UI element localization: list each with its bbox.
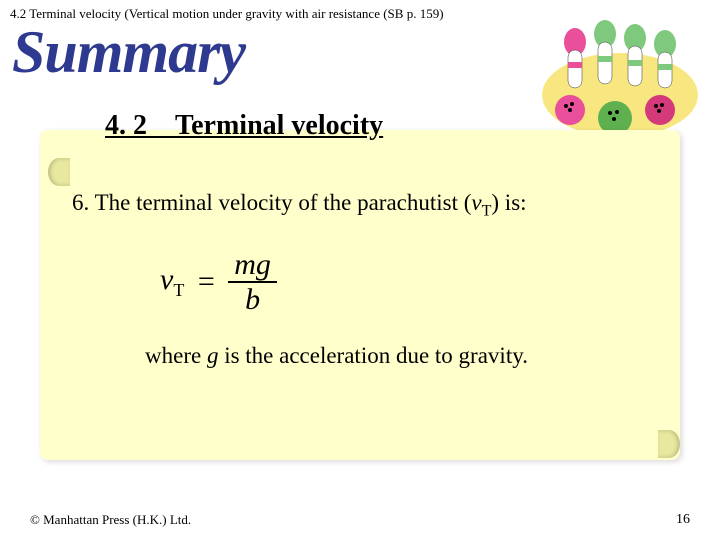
formula-fraction: mg b [228,248,277,316]
content-scroll-panel [40,130,680,460]
formula-lhs-sub: T [173,280,184,300]
point-var: v [471,190,481,215]
section-title: 4. 2 Terminal velocity [105,110,383,142]
point-prefix: 6. The terminal velocity of the parachut… [72,190,471,215]
formula-numerator: mg [228,248,277,283]
summary-heading: Summary [12,18,245,87]
formula: vT = mg b [160,248,277,316]
footer-page-number: 16 [676,512,690,528]
section-number: 4. 2 [105,110,147,141]
point-text: 6. The terminal velocity of the parachut… [72,190,527,221]
formula-denominator: b [228,283,277,316]
explain-pre: where [145,343,207,368]
section-heading: Terminal velocity [175,110,383,141]
footer-copyright: © Manhattan Press (H.K.) Ltd. [30,512,191,528]
formula-lhs: vT [160,263,184,301]
scroll-curl-right [658,430,680,458]
explain-var: g [207,343,219,368]
scroll-curl-left [48,158,70,186]
point-suffix: ) is: [491,190,526,215]
formula-eq: = [198,265,215,299]
explanation-text: where g is the acceleration due to gravi… [145,342,605,371]
explain-post: is the acceleration due to gravity. [218,343,528,368]
point-sub: T [482,203,492,220]
formula-lhs-var: v [160,263,173,296]
bowling-clipart [520,10,700,140]
